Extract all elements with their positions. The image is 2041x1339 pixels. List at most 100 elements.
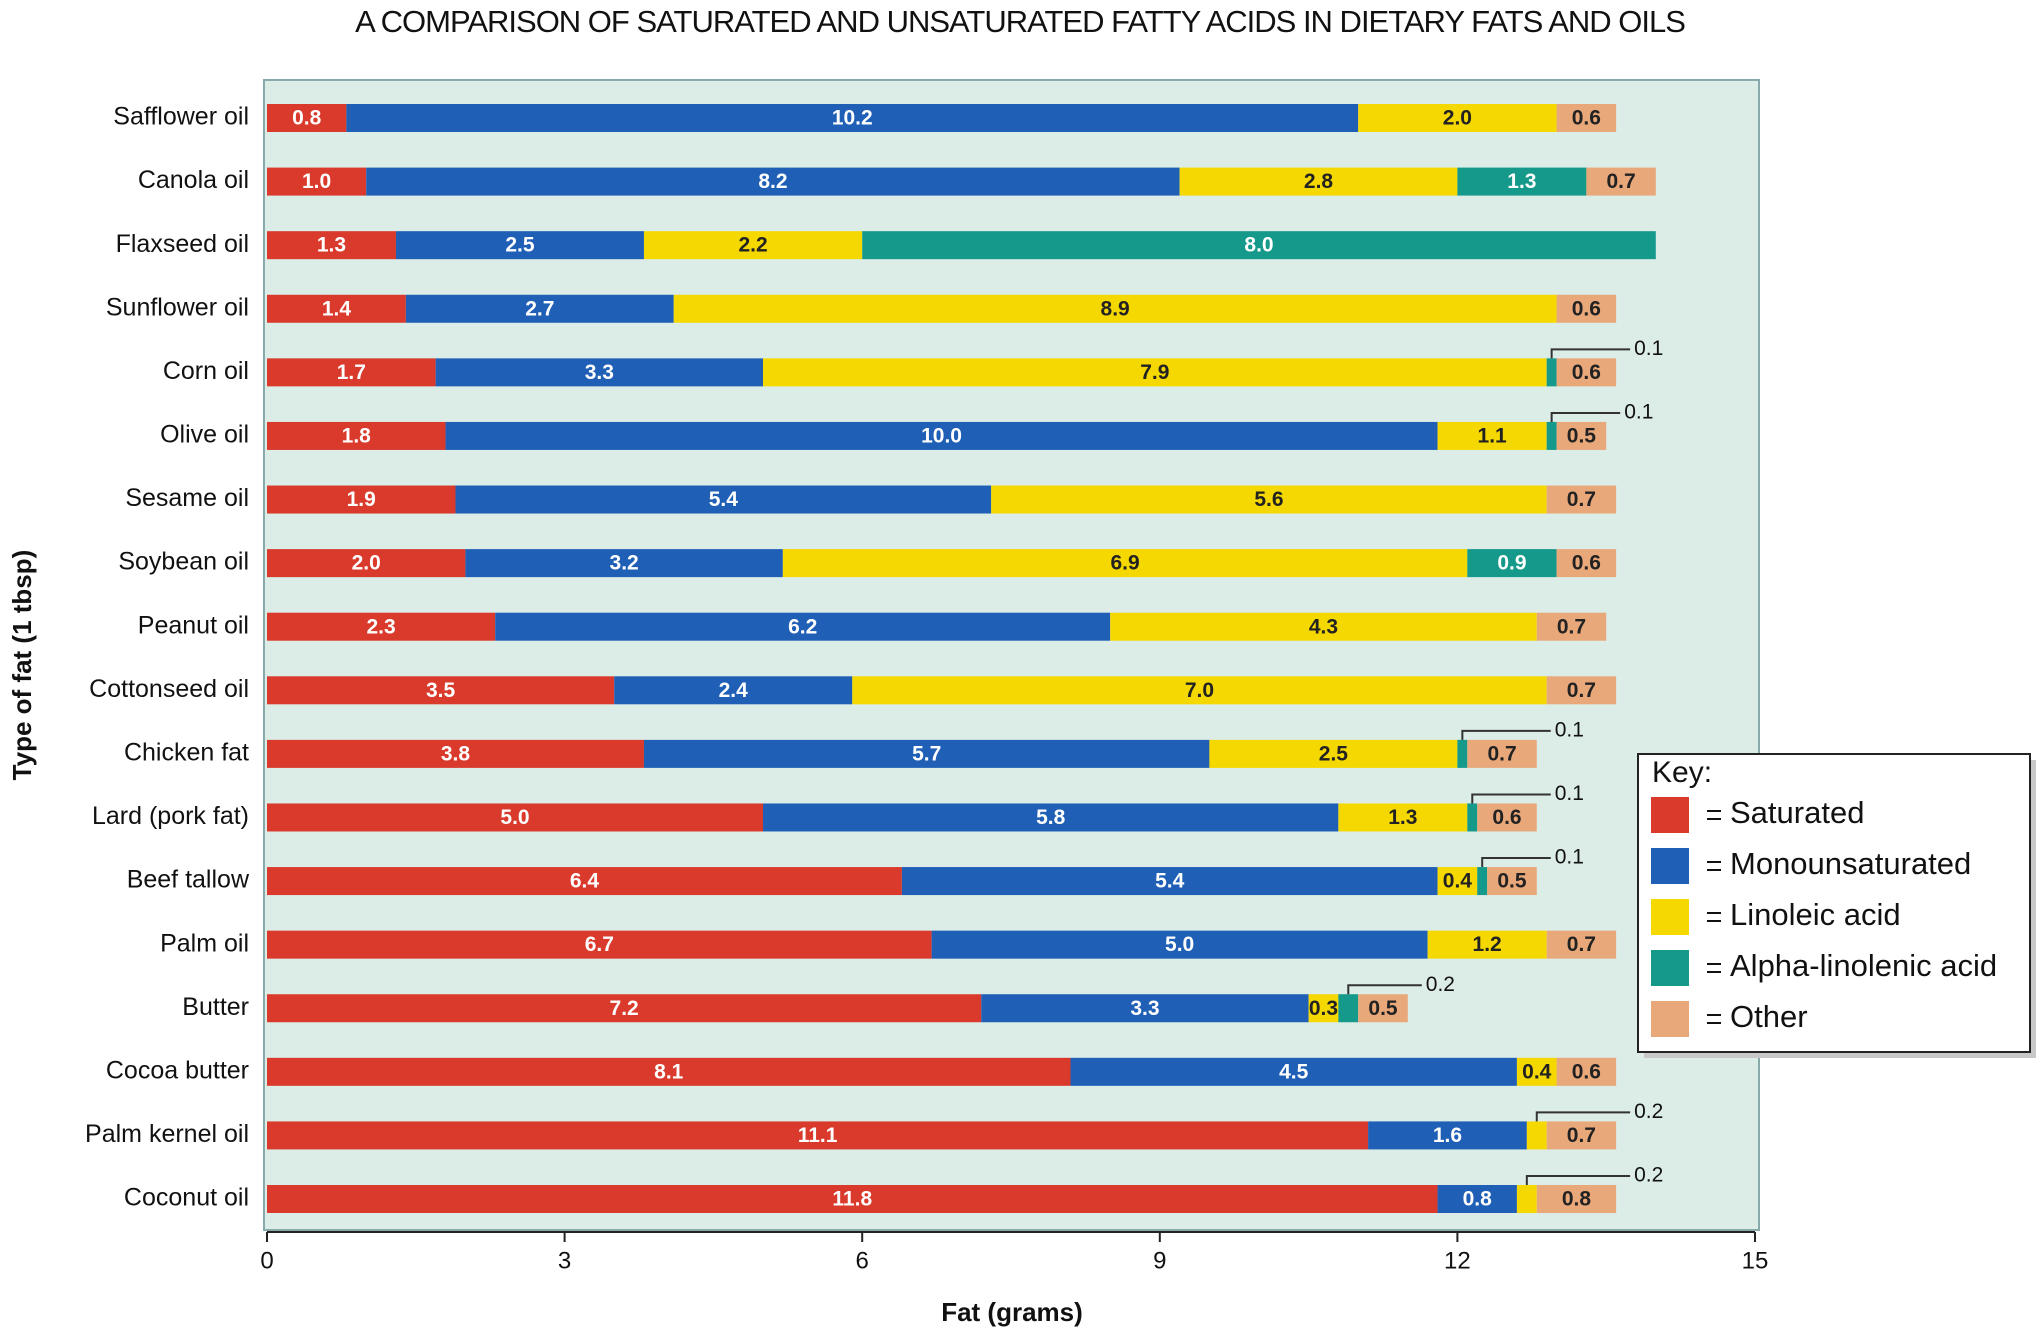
plot-area [263,79,1760,1231]
value-label: 0.6 [1572,107,1601,130]
bar-segment [267,549,466,578]
bar-segment [267,231,396,260]
bar-segment [1467,739,1537,768]
bar-segment [267,294,406,323]
value-label: 0.7 [1567,1124,1596,1147]
bar-segment [673,294,1557,323]
bar-segment [1487,867,1537,896]
value-label: 3.3 [1130,997,1159,1020]
bar-segment [1556,421,1607,450]
value-label: 1.6 [1433,1124,1462,1147]
value-label: 6.4 [570,870,600,893]
bar-segment [1308,994,1339,1023]
bar-segment [1338,994,1359,1023]
bar-segment [1427,930,1547,959]
value-label: 6.9 [1110,552,1139,575]
bar-segment [1457,739,1468,768]
value-label: 0.5 [1368,997,1398,1020]
bar-segment [1467,549,1557,578]
legend-swatch [1651,848,1689,884]
legend-swatch [1651,1001,1689,1037]
x-tick-label: 0 [260,1247,273,1274]
bar-segment [267,994,982,1023]
bar-segment [267,803,763,832]
legend-box [1637,753,2031,1053]
value-label: 0.7 [1567,933,1596,956]
bar-segment [981,994,1309,1023]
value-label: 5.0 [1165,933,1194,956]
value-label: 0.1 [1555,718,1584,741]
bar-segment [1556,358,1617,387]
y-tick-label: Sunflower oil [106,293,249,321]
y-tick-label: Lard (pork fat) [92,802,249,830]
bar-segment [1526,1121,1547,1150]
callout-line [1525,1175,1631,1185]
bar-segment [267,358,436,387]
value-label: 0.8 [1562,1188,1592,1211]
y-tick-label: Cottonseed oil [89,675,249,703]
value-label: 8.1 [654,1060,684,1083]
bar-segment [1536,1185,1617,1213]
value-label: 0.6 [1572,1060,1601,1083]
bar-segment [267,612,496,641]
value-label: 0.2 [1634,1164,1663,1187]
bar-segment [1358,104,1557,132]
value-label: 5.6 [1254,488,1283,511]
y-axis-label: Type of fat (1 tbsp) [7,550,37,781]
bar-segment [435,358,763,387]
y-tick-label: Corn oil [163,357,249,385]
bar-segment [1546,676,1617,705]
x-tick-label: 6 [856,1247,869,1274]
value-label: 1.4 [322,297,352,320]
value-label: 0.1 [1555,846,1584,869]
bar-segment [1338,803,1468,832]
value-label: 2.0 [1443,107,1472,130]
bar-segment [267,167,367,196]
value-label: 11.8 [832,1188,872,1211]
value-label: 0.5 [1497,870,1527,893]
bar-segment [1546,1121,1617,1150]
value-label: 3.3 [585,361,614,384]
bar-segment [395,231,644,260]
y-tick-label: Safflower oil [113,103,249,131]
bar-segment [1546,358,1557,387]
bar-segment [445,421,1438,450]
value-label: 0.1 [1624,400,1653,423]
value-label: 0.7 [1567,488,1596,511]
legend-label: Saturated [1730,795,1864,830]
y-tick-label: Palm oil [160,929,249,957]
value-label: 1.3 [317,234,346,257]
bar-segment [763,358,1547,387]
value-label: 3.5 [426,679,456,702]
bar-segment [1556,294,1617,323]
value-label: 1.9 [347,488,376,511]
bar-segment [643,231,863,260]
value-label: 0.4 [1443,870,1473,893]
value-label: 6.2 [788,615,817,638]
y-tick-label: Coconut oil [124,1184,249,1212]
value-label: 2.3 [366,615,395,638]
y-tick-label: Chicken fat [124,738,249,766]
value-label: 11.1 [798,1124,838,1147]
y-tick-label: Peanut oil [138,611,249,639]
bar-segment [991,485,1547,514]
value-label: 3.8 [441,742,471,765]
bar-segment [1368,1121,1527,1150]
value-label: 5.4 [709,488,739,511]
bar-segment [1437,421,1547,450]
bar-segment [267,421,446,450]
callout-line [1471,793,1551,804]
value-label: 0.3 [1309,997,1338,1020]
y-tick-label: Canola oil [138,166,249,194]
value-label: 0.6 [1572,297,1601,320]
value-label: 1.2 [1473,933,1502,956]
value-label: 0.2 [1634,1100,1663,1123]
x-tick-label: 15 [1742,1247,1769,1274]
y-tick-label: Sesame oil [125,484,249,512]
bar-segment [1437,867,1478,896]
y-tick-label: Beef tallow [127,866,250,894]
y-tick-label: Cocoa butter [106,1056,249,1084]
legend-label: Linoleic acid [1730,897,1901,932]
value-label: 0.6 [1572,361,1601,384]
